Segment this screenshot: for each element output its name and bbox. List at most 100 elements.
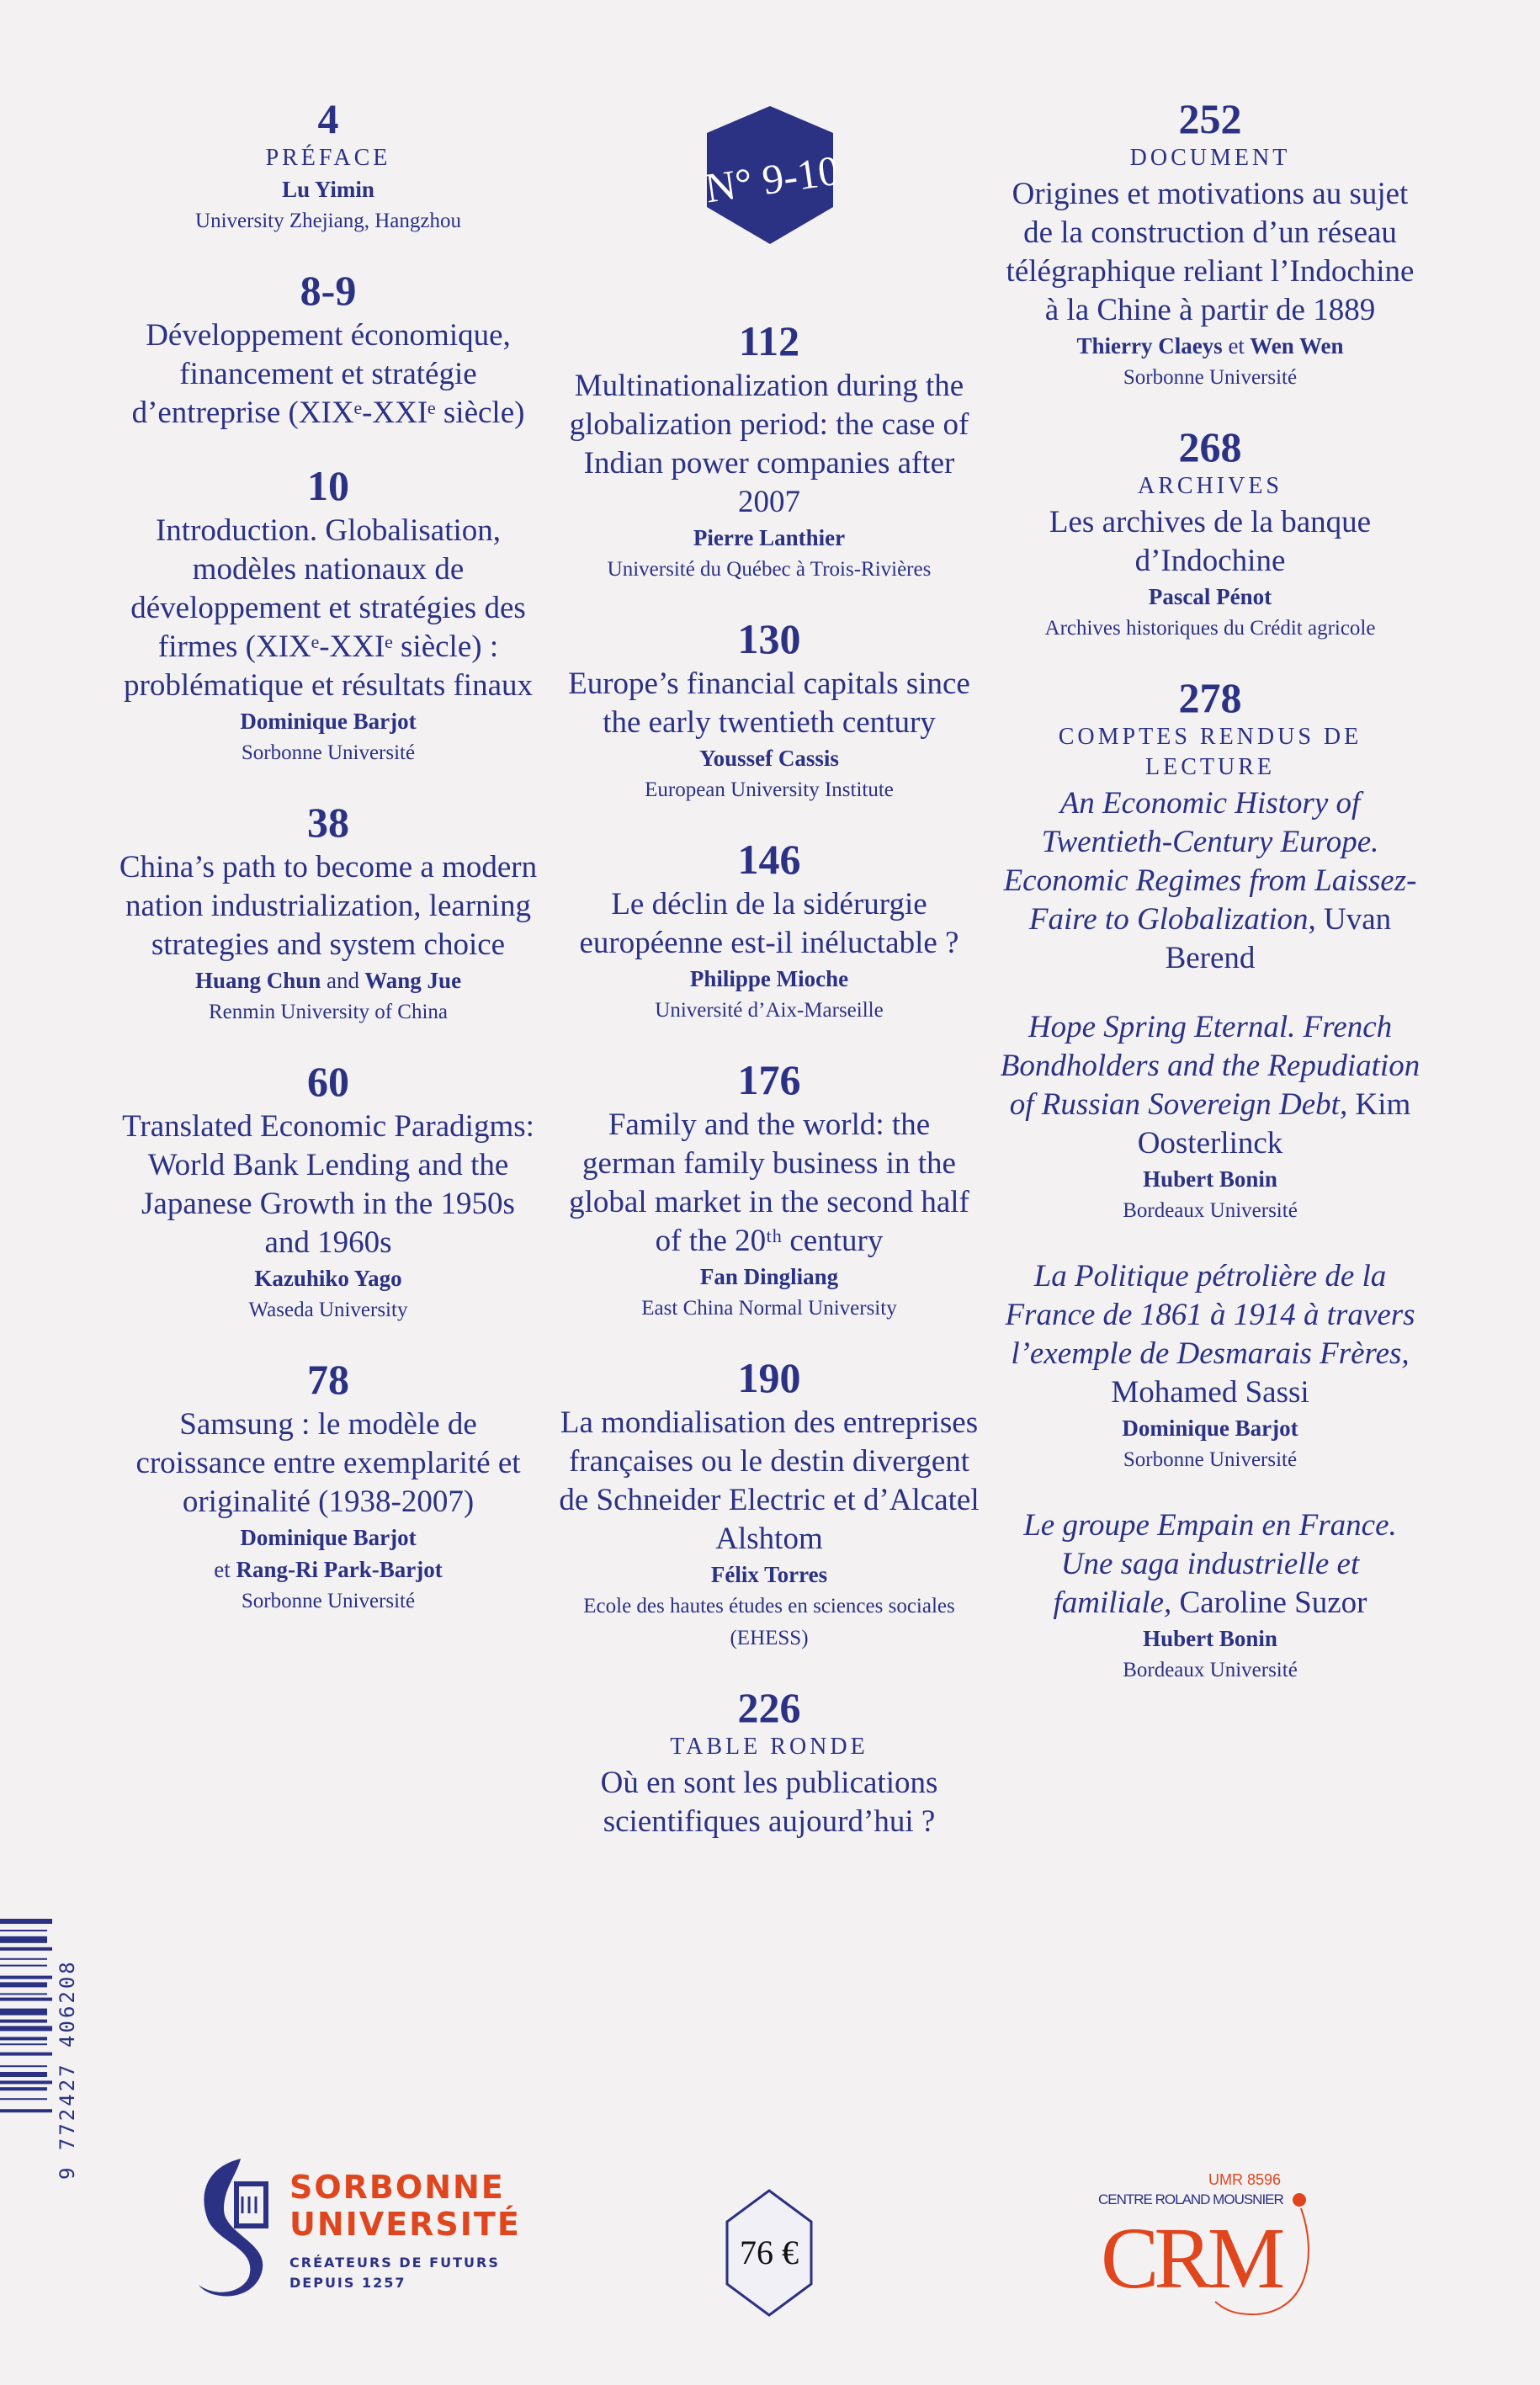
affiliation: Sorbonne Université bbox=[241, 741, 416, 764]
author-line: et Rang-Ri Park-Barjot bbox=[118, 1554, 539, 1586]
section-label: TABLE RONDE bbox=[670, 1734, 868, 1760]
sorbonne-name: SORBONNE bbox=[289, 2169, 505, 2206]
article-title: Où en sont les publications scientifique… bbox=[600, 1766, 938, 1839]
page-number: 4 bbox=[317, 95, 339, 142]
author-name: Wen Wen bbox=[1250, 333, 1344, 359]
author-name: Wang Jue bbox=[364, 968, 462, 993]
author-name: Huang Chun bbox=[194, 968, 321, 993]
author-line: Pierre Lanthier bbox=[559, 522, 980, 554]
toc-entry: 278 COMPTES RENDUS DE LECTURE An Economic … bbox=[1000, 673, 1421, 978]
barcode-bar bbox=[0, 2026, 52, 2032]
author-line: Hubert Bonin bbox=[1000, 1623, 1421, 1655]
centre-label: CENTRE ROLAND MOUSNIER bbox=[1098, 2191, 1284, 2207]
page-number: 190 bbox=[737, 1354, 801, 1401]
barcode-bar bbox=[0, 2052, 52, 2056]
author-name: Dominique Barjot bbox=[240, 1525, 417, 1550]
article-title: Samsung : le modèle de croissance entre … bbox=[135, 1407, 521, 1519]
article-title: China’s path to become a modern nation i… bbox=[119, 850, 538, 962]
author-line: Dominique Barjot bbox=[118, 705, 539, 737]
toc-entry: La Politique pétrolière de la France de … bbox=[1000, 1256, 1421, 1476]
author-name: Hubert Bonin bbox=[1143, 1626, 1277, 1651]
crm-swoosh-icon bbox=[1214, 2193, 1309, 2316]
toc-entry: 176 Family and the world: the german fami… bbox=[559, 1055, 980, 1325]
toc-entry: 146 Le déclin de la sidérurgie européenne… bbox=[559, 835, 980, 1027]
barcode-bar bbox=[0, 1957, 47, 1960]
author-line: Dominique Barjot bbox=[1000, 1412, 1421, 1444]
toc-column-left: 4 PRÉFACE Lu Yimin University Zhejiang, Han… bbox=[118, 94, 539, 1646]
toc-entry: 10 Introduction. Globalisation, modèles n… bbox=[118, 461, 539, 769]
barcode-bar bbox=[0, 1930, 47, 1931]
toc-entry: Le groupe Empain en France. Une saga ind… bbox=[1000, 1505, 1421, 1686]
review-title: Le groupe Empain en France. Une saga ind… bbox=[1000, 1506, 1421, 1623]
review-title: Hope Spring Eternal. French Bondholders … bbox=[1000, 1008, 1421, 1163]
article-title: Origines et motivations au sujet de la c… bbox=[1006, 177, 1415, 327]
author-name: Lu Yimin bbox=[282, 177, 374, 202]
article-title: Family and the world: the german family … bbox=[569, 1108, 969, 1258]
sorbonne-tagline: CRÉATEURS DE FUTURS bbox=[289, 2255, 500, 2271]
page-number: 146 bbox=[737, 836, 801, 883]
author-name: et bbox=[1228, 333, 1245, 359]
page-number: 38 bbox=[307, 799, 349, 846]
barcode-bar bbox=[0, 1919, 52, 1924]
affiliation: Bordeaux Université bbox=[1123, 1199, 1298, 1222]
toc-entry: 226 TABLE RONDE Où en sont les publication… bbox=[559, 1683, 980, 1841]
barcode-bar bbox=[0, 1975, 52, 1979]
toc-entry: 78 Samsung : le modèle de croissance entr… bbox=[118, 1355, 539, 1617]
author-line: Thierry Claeys et Wen Wen bbox=[1000, 330, 1421, 362]
author-name: Philippe Mioche bbox=[689, 966, 849, 991]
affiliation: Waseda University bbox=[248, 1299, 408, 1321]
page-number: 268 bbox=[1178, 423, 1242, 470]
section-label: COMPTES RENDUS DE LECTURE bbox=[1058, 724, 1362, 780]
article-title: Développement économique, financement et… bbox=[131, 318, 525, 430]
barcode-bar bbox=[0, 2109, 52, 2113]
barcode-bar bbox=[0, 1936, 47, 1943]
page-number: 130 bbox=[737, 615, 801, 662]
article-title: Multinationalization during the globaliz… bbox=[569, 369, 969, 519]
affiliation: Université du Québec à Trois-Rivières bbox=[607, 558, 932, 581]
article-title: La mondialisation des entreprises frança… bbox=[559, 1405, 980, 1556]
barcode-bar bbox=[0, 2087, 47, 2091]
toc-column-right: 252 DOCUMENT Origines et motivations au su… bbox=[1000, 94, 1421, 1715]
universite-name: UNIVERSITÉ bbox=[289, 2206, 521, 2243]
barcode-bar bbox=[0, 2065, 47, 2068]
affiliation: Renmin University of China bbox=[209, 1001, 448, 1023]
author-name: Pascal Pénot bbox=[1148, 584, 1272, 609]
author-name: Kazuhiko Yago bbox=[254, 1266, 402, 1291]
article-title: Europe’s financial capitals since the ea… bbox=[568, 667, 970, 740]
issue-number-badge: N° 9-10 bbox=[705, 106, 835, 244]
book-title-italic: Le groupe Empain en France. Une saga ind… bbox=[1023, 1508, 1397, 1620]
author-line: Dominique Barjot bbox=[118, 1522, 539, 1554]
affiliation: Bordeaux Université bbox=[1123, 1659, 1298, 1681]
price-badge: 76 € bbox=[724, 2188, 815, 2318]
page-number: 112 bbox=[738, 317, 800, 364]
page-number: 226 bbox=[737, 1684, 801, 1731]
article-title: Les archives de la banque d’Indochine bbox=[1049, 505, 1372, 578]
author-line: Fan Dingliang bbox=[559, 1261, 980, 1293]
page-number: 60 bbox=[307, 1058, 349, 1105]
toc-entry: 60 Translated Economic Paradigms: World B… bbox=[118, 1057, 539, 1326]
umr-label: UMR 8596 bbox=[1208, 2171, 1281, 2188]
barcode-bar bbox=[0, 2008, 47, 2016]
page-number: 10 bbox=[307, 462, 349, 509]
page-number: 278 bbox=[1178, 674, 1242, 721]
affiliation: Ecole des hautes études en sciences soci… bbox=[583, 1595, 955, 1649]
author-name: Dominique Barjot bbox=[240, 709, 417, 734]
barcode-bar bbox=[0, 2043, 47, 2046]
barcode-bar bbox=[0, 1997, 52, 2001]
sorbonne-s-icon bbox=[199, 2159, 268, 2297]
toc-entry: 268 ARCHIVES Les archives de la banque d’I… bbox=[1000, 422, 1421, 645]
author-name: Hubert Bonin bbox=[1143, 1166, 1277, 1192]
author-name: Thierry Claeys bbox=[1076, 333, 1223, 359]
crm-logo: UMR 8596 CENTRE ROLAND MOUSNIER CRM bbox=[1094, 2171, 1321, 2319]
sorbonne-since: DEPUIS 1257 bbox=[289, 2275, 406, 2291]
affiliation: Archives historiques du Crédit agricole bbox=[1044, 617, 1376, 640]
barcode bbox=[0, 1919, 52, 2113]
author-line: Youssef Cassis bbox=[559, 742, 980, 774]
review-title: An Economic History of Twentieth-Century… bbox=[1000, 784, 1421, 978]
page-number: 176 bbox=[737, 1056, 801, 1103]
article-title: Introduction. Globalisation, modèles nat… bbox=[124, 513, 533, 703]
author-name: and bbox=[327, 968, 360, 993]
affiliation: Sorbonne Université bbox=[1123, 1448, 1298, 1471]
barcode-bar bbox=[0, 1993, 47, 1995]
page-number: 252 bbox=[1178, 95, 1242, 142]
